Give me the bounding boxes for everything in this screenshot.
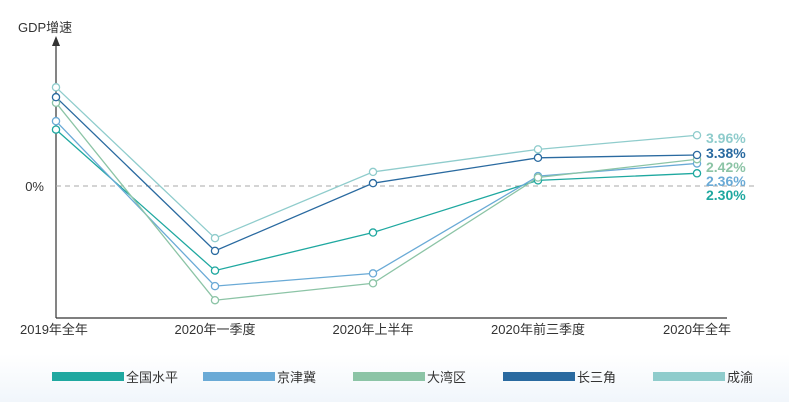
legend-swatch [203, 371, 275, 381]
end-value-label: 2.36% [706, 173, 746, 189]
series-lines [55, 86, 698, 301]
legend-item: 成渝 [653, 368, 754, 385]
legend-swatch [353, 371, 425, 381]
data-point [368, 279, 378, 288]
data-point [210, 233, 220, 243]
legend-item: 长三角 [503, 368, 617, 385]
legend-item: 大湾区 [353, 368, 467, 385]
legend-swatch [503, 371, 575, 381]
data-point [51, 92, 61, 102]
data-point [210, 281, 220, 291]
end-value-label: 2.30% [706, 187, 746, 203]
legend-item: 全国水平 [52, 368, 179, 385]
data-point [368, 167, 378, 177]
data-point [692, 169, 702, 178]
data-point [533, 173, 543, 182]
legend-swatch [653, 371, 725, 381]
legend-label: 长三角 [577, 369, 617, 385]
legend-item: 京津冀 [203, 368, 317, 385]
line-chart: GDP增速 0% 2019年全年 2020年一季度 2020年上半年 2020年前三季度 2… [18, 20, 756, 337]
data-point [368, 228, 378, 237]
data-point [51, 116, 61, 126]
end-value-label: 2.42% [706, 159, 746, 175]
data-point [210, 266, 220, 275]
data-point [368, 269, 378, 278]
x-tick-label: 2020年上半年 [333, 322, 414, 337]
series-line [55, 120, 698, 287]
end-labels: 2.30%2.36%2.42%3.38%3.96% [706, 130, 746, 203]
x-tick-label: 2020年前三季度 [491, 322, 585, 337]
legend-label: 大湾区 [427, 369, 467, 385]
data-point [692, 130, 702, 140]
end-value-label: 3.96% [706, 130, 746, 146]
data-point [368, 178, 378, 188]
legend-label: 京津冀 [277, 369, 317, 385]
data-point [51, 125, 61, 134]
data-point [210, 246, 220, 256]
data-point [533, 145, 543, 154]
data-point [533, 153, 543, 163]
end-value-label: 3.38% [706, 145, 746, 161]
series-points [51, 83, 702, 305]
x-tick-label: 2020年一季度 [175, 322, 256, 337]
series-line [55, 102, 698, 301]
legend-label: 全国水平 [126, 369, 179, 385]
axes: GDP增速 0% 2019年全年 2020年一季度 2020年上半年 2020年前三季度 2… [18, 20, 756, 337]
x-tick-label: 2020年全年 [663, 322, 731, 337]
data-point [692, 150, 702, 160]
legend: 全国水平 京津冀 大湾区 长三角 成渝 [0, 354, 789, 402]
y-axis-label: GDP增速 [18, 20, 72, 35]
y-tick-label-zero: 0% [25, 179, 44, 194]
series-line [55, 129, 698, 272]
legend-swatch [52, 371, 124, 381]
data-point [210, 295, 220, 305]
x-tick-label: 2019年全年 [20, 322, 88, 337]
y-axis-arrow [52, 36, 60, 46]
data-point [51, 83, 61, 92]
legend-label: 成渝 [727, 369, 754, 385]
